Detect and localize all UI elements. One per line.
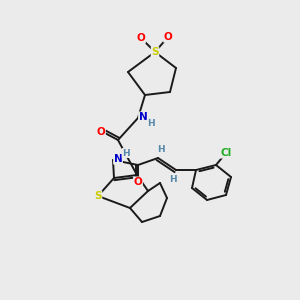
Text: H: H: [122, 148, 130, 158]
Text: H: H: [169, 175, 177, 184]
Text: Cl: Cl: [220, 148, 232, 158]
Text: O: O: [164, 32, 172, 42]
Text: N: N: [139, 112, 147, 122]
Text: S: S: [94, 191, 102, 201]
Text: N: N: [114, 154, 122, 164]
Text: H: H: [157, 145, 165, 154]
Text: S: S: [151, 47, 159, 57]
Text: H: H: [147, 119, 155, 128]
Text: O: O: [136, 33, 146, 43]
Text: O: O: [97, 127, 105, 137]
Text: O: O: [134, 177, 142, 187]
